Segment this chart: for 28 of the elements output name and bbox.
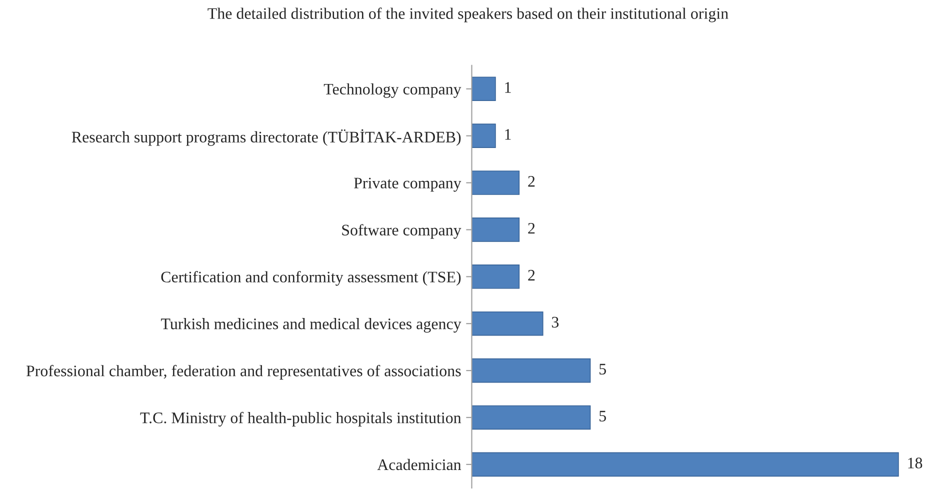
bar <box>472 76 496 102</box>
bar <box>472 358 591 383</box>
data-label: 2 <box>528 270 535 280</box>
y-tick-label: Technology company <box>324 83 462 98</box>
data-label: 3 <box>552 316 559 328</box>
y-tick-label: Turkish medicines and medical devices agency <box>161 318 462 333</box>
bar <box>472 452 899 477</box>
y-tick-label: Research support programs directorate (TÜBİTAK-ARDEB) <box>72 129 461 146</box>
bar <box>472 170 520 195</box>
bar <box>472 405 591 430</box>
data-label: 2 <box>528 176 535 187</box>
data-label: 1 <box>505 82 511 93</box>
y-tick-label: Software company <box>342 224 462 239</box>
y-tick-label: Professional chamber, federation and representatives of associations <box>26 364 461 380</box>
bar <box>472 218 520 242</box>
y-tick-label: Academician <box>377 458 462 470</box>
data-label: 18 <box>908 458 922 468</box>
bar <box>472 311 544 336</box>
y-tick-label: Certification and conformity assessment (TSE) <box>161 271 461 286</box>
data-label: 1 <box>505 129 511 140</box>
y-tick-label: Private company <box>354 178 462 192</box>
y-tick-label: T.C. Ministry of health-public hospitals institution <box>140 412 462 427</box>
data-label: 5 <box>600 410 606 422</box>
bar <box>472 124 496 148</box>
bar <box>472 264 520 289</box>
data-label: 2 <box>528 222 535 234</box>
data-label: 5 <box>600 364 606 375</box>
chart-title: The detailed distribution of the invited speakers based on their institutional origin <box>208 8 728 22</box>
